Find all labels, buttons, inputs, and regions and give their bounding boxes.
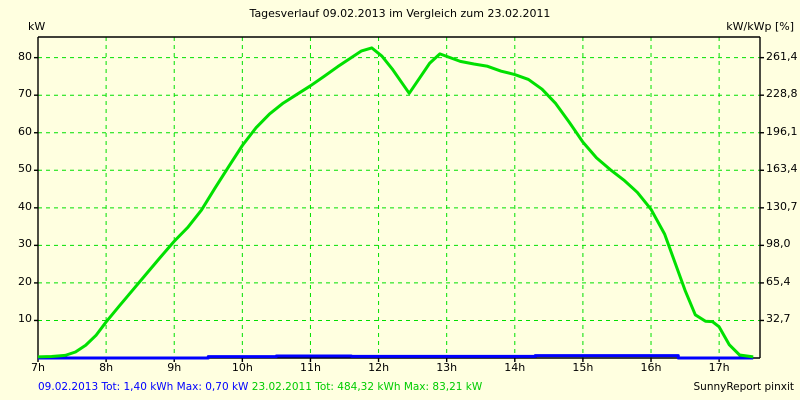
- y-tick-label: 30: [18, 237, 32, 251]
- y2-tick-label: 163,4: [766, 162, 798, 176]
- y-tick-label: 50: [18, 162, 32, 176]
- y-tick-label: 60: [18, 124, 32, 138]
- y-tick-label: 20: [18, 274, 32, 288]
- x-tick-label: 11h: [299, 361, 321, 374]
- x-tick-label: 12h: [368, 361, 390, 374]
- y-tick-label: 70: [18, 87, 32, 101]
- legend: 09.02.2013 Tot: 1,40 kWh Max: 0,70 kW 23…: [38, 381, 482, 393]
- report-credit: SunnyReport pinxit: [693, 381, 794, 393]
- x-tick-label: 14h: [504, 361, 526, 374]
- y2-tick-label: 228,8: [766, 87, 798, 101]
- x-tick-label: 17h: [708, 361, 730, 374]
- data-series-layer: [37, 46, 754, 360]
- chart-title: Tagesverlauf 09.02.2013 im Vergleich zum…: [249, 7, 551, 20]
- grid-lines: [37, 37, 760, 358]
- y2-tick-label: 98,0: [766, 237, 791, 251]
- y2-tick-label: 196,1: [766, 124, 798, 138]
- x-tick-label: 9h: [167, 361, 182, 374]
- y2-tick-label: 65,4: [766, 274, 791, 288]
- x-tick-label: 7h: [31, 361, 45, 374]
- y-axis-unit-label: kW: [28, 20, 46, 33]
- x-tick-label: 16h: [640, 361, 662, 374]
- y2-tick-label: 261,4: [766, 49, 798, 63]
- axis-frame: [34, 36, 764, 362]
- x-tick-label: 10h: [231, 361, 253, 374]
- legend-series-b: 23.02.2011 Tot: 484,32 kWh Max: 83,21 kW: [251, 381, 483, 393]
- legend-series-a: 09.02.2013 Tot: 1,40 kWh Max: 0,70 kW: [38, 381, 249, 393]
- x-tick-label: 13h: [436, 361, 458, 374]
- chart-footer: 09.02.2013 Tot: 1,40 kWh Max: 0,70 kW 23…: [0, 381, 800, 397]
- y-tick-label: 80: [18, 49, 32, 63]
- y2-tick-label: 130,7: [766, 199, 798, 213]
- y-tick-label: 40: [18, 199, 32, 213]
- y-tick-label: 10: [18, 312, 32, 326]
- x-tick-label: 15h: [572, 361, 594, 374]
- y2-tick-label: 32,7: [766, 312, 791, 326]
- y2-axis-unit-label: kW/kWp [%]: [726, 20, 794, 33]
- x-tick-label: 8h: [99, 361, 114, 374]
